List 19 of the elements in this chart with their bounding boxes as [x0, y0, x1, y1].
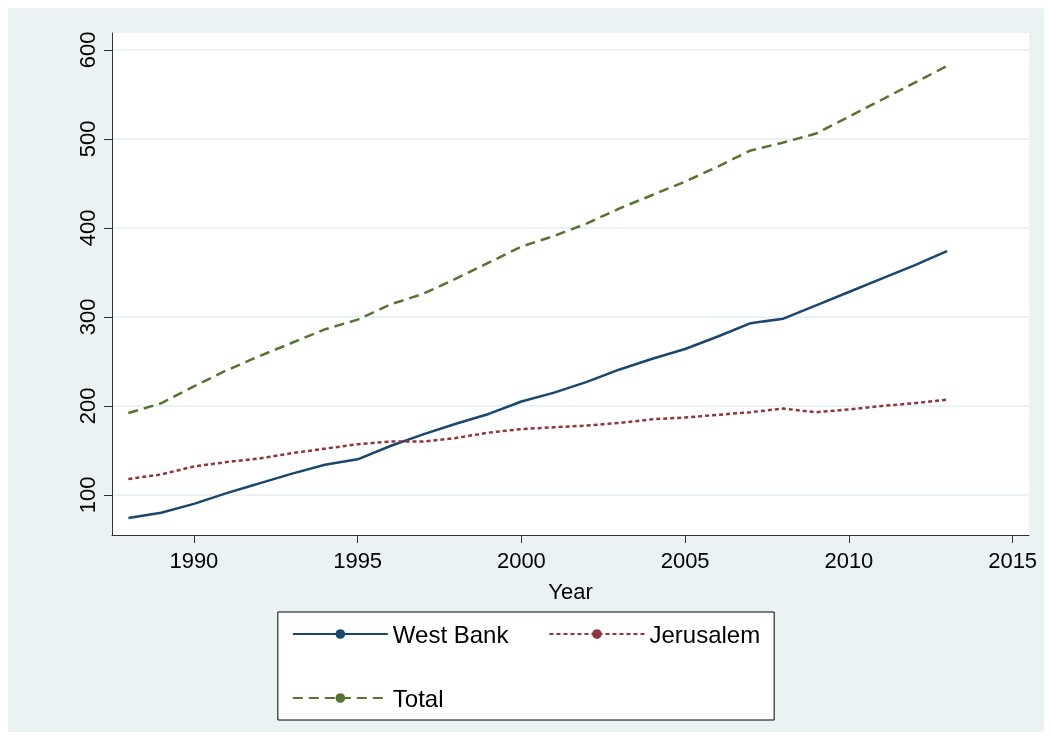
y-tick-label: 100	[74, 476, 100, 514]
legend-label: Total	[392, 684, 444, 712]
x-tick-label: 2005	[660, 547, 710, 573]
x-tick-label: 2015	[988, 547, 1038, 573]
x-tick-label: 2010	[824, 547, 874, 573]
legend-label: Jerusalem	[649, 620, 761, 648]
x-tick-label: 1995	[333, 547, 383, 573]
line-series	[127, 249, 949, 520]
y-tick-label: 500	[74, 120, 100, 158]
x-axis-title: Year	[548, 578, 593, 604]
y-tick-label: 200	[74, 387, 100, 425]
legend-label: West Bank	[392, 620, 510, 648]
y-tick-label: 300	[74, 298, 100, 336]
y-tick-label: 600	[74, 31, 100, 69]
x-tick-label: 2000	[496, 547, 546, 573]
y-tick-label: 400	[74, 209, 100, 247]
line-series	[127, 64, 949, 415]
line-series	[127, 398, 949, 481]
x-tick-label: 1990	[169, 547, 219, 573]
